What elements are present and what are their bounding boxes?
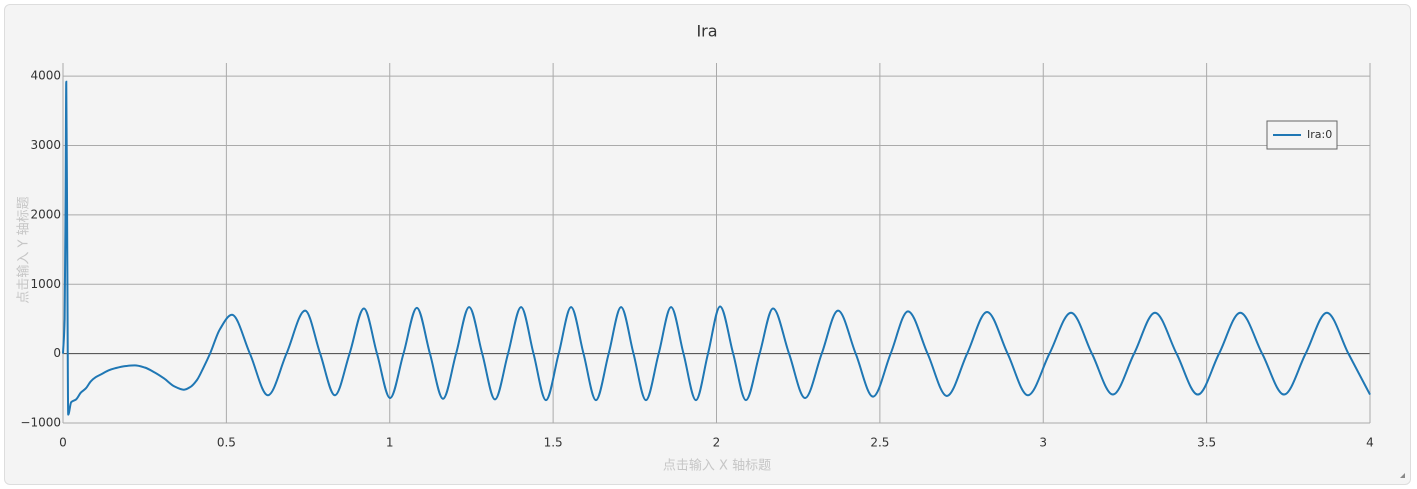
y-tick-label: 4000 [30,69,61,83]
chart-card [4,4,1411,485]
x-tick-label: 0.5 [217,436,236,450]
resize-grip[interactable] [1400,473,1405,478]
y-tick-label: 0 [53,346,61,360]
series-line [62,80,1371,416]
legend-label: Ira:0 [1307,128,1332,141]
x-tick-label: 3 [1039,436,1047,450]
y-tick-label: −1000 [20,416,61,430]
x-tick-label: 0 [59,436,67,450]
chart-title: Ira [696,22,717,41]
y-tick-label: 3000 [30,138,61,152]
x-tick-label: 1.5 [544,436,563,450]
y-tick-label: 2000 [30,207,61,221]
x-tick-label: 2.5 [870,436,889,450]
x-axis-title: 点击输入 X 轴标题 [663,458,771,474]
y-axis-title: 点击输入 Y 轴标题 [16,196,32,303]
x-tick-label: 2 [713,436,721,450]
x-tick-label: 1 [386,436,394,450]
x-tick-label: 3.5 [1197,436,1216,450]
y-tick-label: 1000 [30,277,61,291]
x-tick-label: 4 [1366,436,1374,450]
